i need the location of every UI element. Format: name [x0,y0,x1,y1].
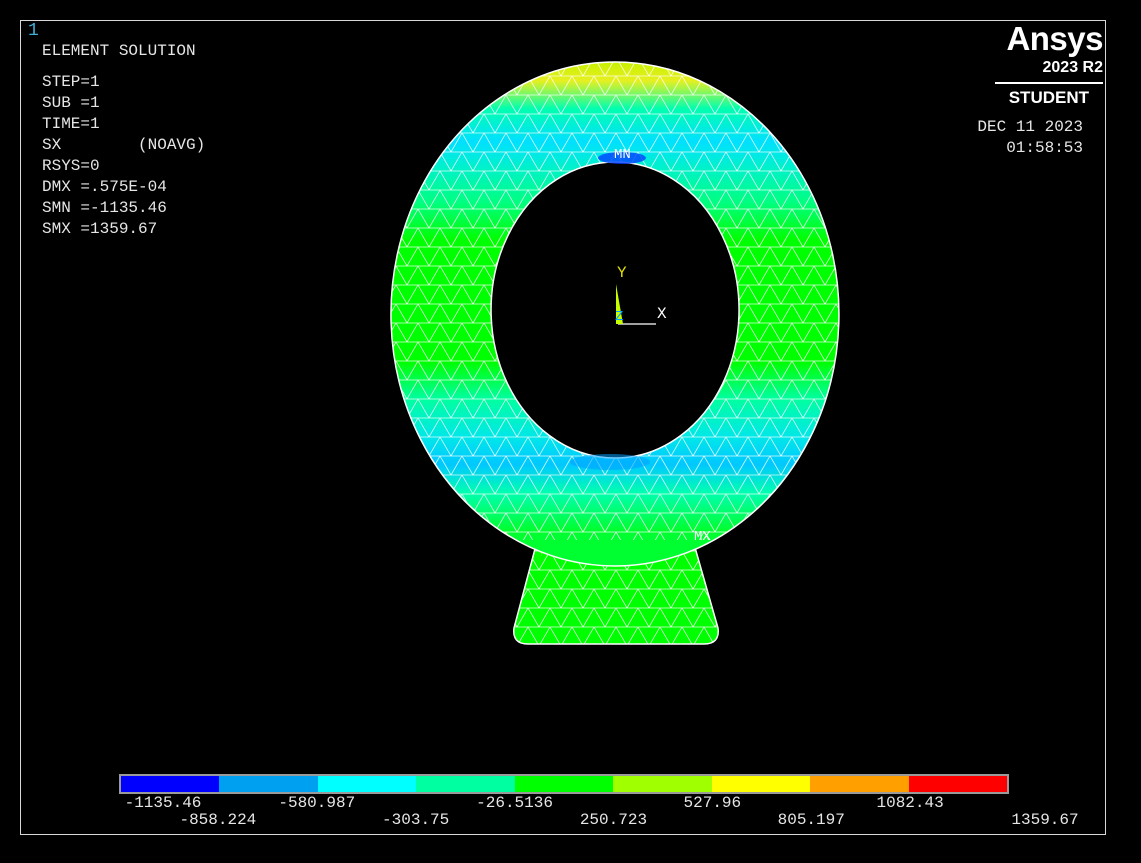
min-marker: MN [614,147,631,163]
info-smx: SMX =1359.67 [42,220,158,238]
legend-label-bottom-0: -858.224 [179,811,257,829]
legend-swatch-6 [711,776,811,792]
legend-swatch-7 [810,776,909,792]
time-label: 01:58:53 [1006,139,1083,157]
info-step: STEP=1 [42,73,100,91]
legend-label-bottom-1: -303.75 [382,811,450,829]
brand-edition: STUDENT [1008,88,1089,107]
triad-x-label: X [657,305,667,323]
legend-swatch-0 [121,776,220,792]
y-axis-line [616,284,623,324]
triad-z-label: Z [615,309,623,325]
legend-swatch-4 [514,776,614,792]
brand-divider [995,82,1103,84]
ansys-logo: Ansys 2023 R2 STUDENT [995,20,1104,108]
legend-label-top-0: -1135.46 [124,794,202,812]
legend-label-bottom-3: 805.197 [777,811,845,829]
legend-label-top-2: -26.5136 [476,794,553,812]
legend-swatch-5 [613,776,712,792]
contour-legend-bar [119,774,1009,794]
legend-swatch-8 [908,776,1007,792]
max-marker: MX [694,529,711,545]
ring-body [390,61,840,567]
legend-label-top-3: 527.96 [683,794,742,812]
legend-label-bottom-2: 250.723 [579,811,648,829]
info-title: ELEMENT SOLUTION [42,42,196,60]
axis-triad: X Y Z [615,264,667,325]
legend-swatch-1 [219,776,318,792]
info-sub: SUB =1 [42,94,100,112]
date-label: DEC 11 2023 [977,118,1083,136]
legend-swatch-3 [416,776,515,792]
legend-swatch-2 [317,776,417,792]
window-number: 1 [28,21,39,41]
legend-label-top-1: -580.987 [278,794,356,812]
info-rsys: RSYS=0 [42,157,100,175]
graphics-viewport[interactable] [20,20,1106,835]
triad-y-label: Y [617,264,627,282]
info-time: TIME=1 [42,115,100,133]
info-smn: SMN =-1135.46 [42,199,167,217]
brand-version: 2023 R2 [1042,59,1104,76]
legend-label-top-4: 1082.43 [876,794,944,812]
legend-label-bottom-4: 1359.67 [1011,811,1079,829]
info-dmx: DMX =.575E-04 [42,178,167,196]
brand-name: Ansys [1006,20,1103,57]
info-item: SX (NOAVG) [42,136,206,154]
